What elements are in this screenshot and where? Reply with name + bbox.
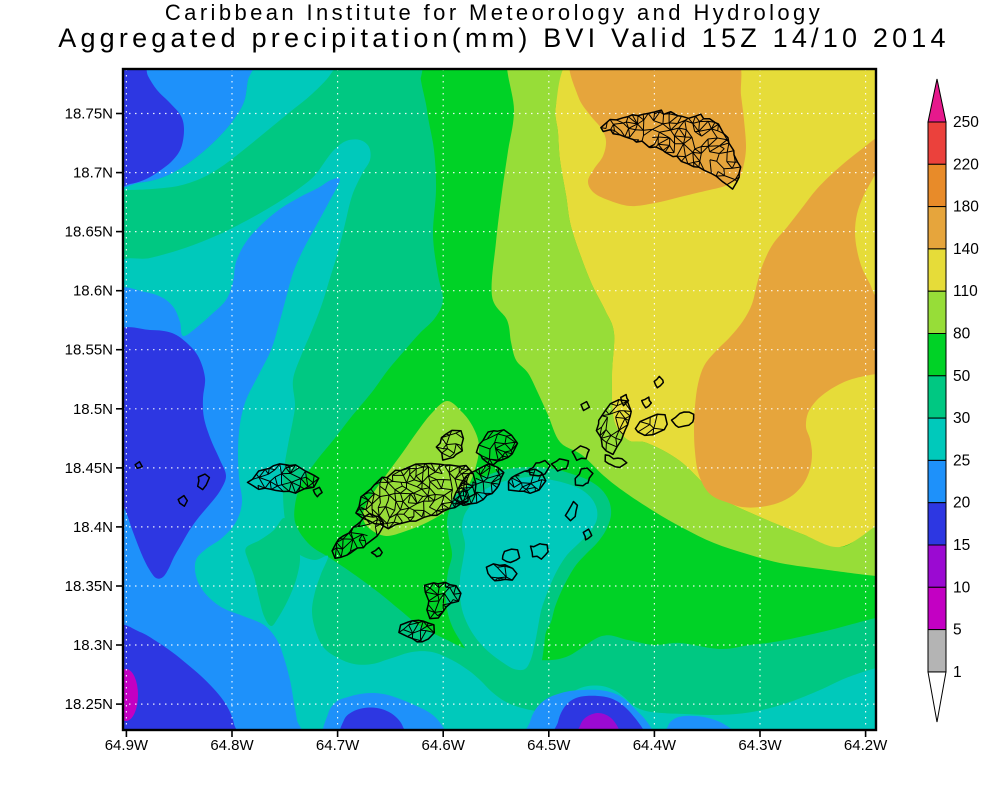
svg-text:30: 30	[953, 410, 971, 427]
svg-text:110: 110	[953, 283, 978, 300]
svg-text:50: 50	[953, 368, 971, 385]
svg-text:15: 15	[953, 537, 970, 554]
svg-text:25: 25	[953, 452, 970, 469]
svg-text:64.3W: 64.3W	[738, 737, 782, 754]
svg-text:Aggregated precipitation(mm) B: Aggregated precipitation(mm) BVI Valid 1…	[58, 23, 949, 53]
svg-text:18.45N: 18.45N	[65, 460, 113, 477]
svg-text:80: 80	[953, 326, 971, 343]
svg-text:18.25N: 18.25N	[65, 696, 113, 713]
svg-text:18.75N: 18.75N	[65, 106, 113, 123]
svg-text:18.35N: 18.35N	[65, 578, 113, 595]
svg-text:220: 220	[953, 156, 979, 173]
svg-text:18.6N: 18.6N	[73, 283, 113, 300]
svg-text:64.4W: 64.4W	[633, 737, 677, 754]
svg-text:10: 10	[953, 579, 971, 596]
svg-text:64.2W: 64.2W	[844, 737, 888, 754]
svg-text:64.9W: 64.9W	[105, 737, 149, 754]
svg-text:18.55N: 18.55N	[65, 342, 113, 359]
svg-text:64.5W: 64.5W	[527, 737, 571, 754]
svg-text:64.7W: 64.7W	[316, 737, 360, 754]
svg-text:250: 250	[953, 114, 979, 131]
svg-text:5: 5	[953, 622, 962, 639]
svg-text:18.3N: 18.3N	[73, 637, 113, 654]
svg-text:140: 140	[953, 241, 979, 258]
svg-text:Caribbean Institute for Meteor: Caribbean Institute for Meteorology and …	[165, 0, 823, 25]
svg-text:18.5N: 18.5N	[73, 401, 113, 418]
svg-text:18.4N: 18.4N	[73, 519, 113, 536]
svg-text:18.65N: 18.65N	[65, 224, 113, 241]
svg-text:18.7N: 18.7N	[73, 165, 113, 182]
svg-text:20: 20	[953, 495, 971, 512]
svg-text:180: 180	[953, 199, 979, 216]
svg-text:64.6W: 64.6W	[422, 737, 466, 754]
svg-text:64.8W: 64.8W	[210, 737, 254, 754]
svg-text:1: 1	[953, 664, 962, 681]
